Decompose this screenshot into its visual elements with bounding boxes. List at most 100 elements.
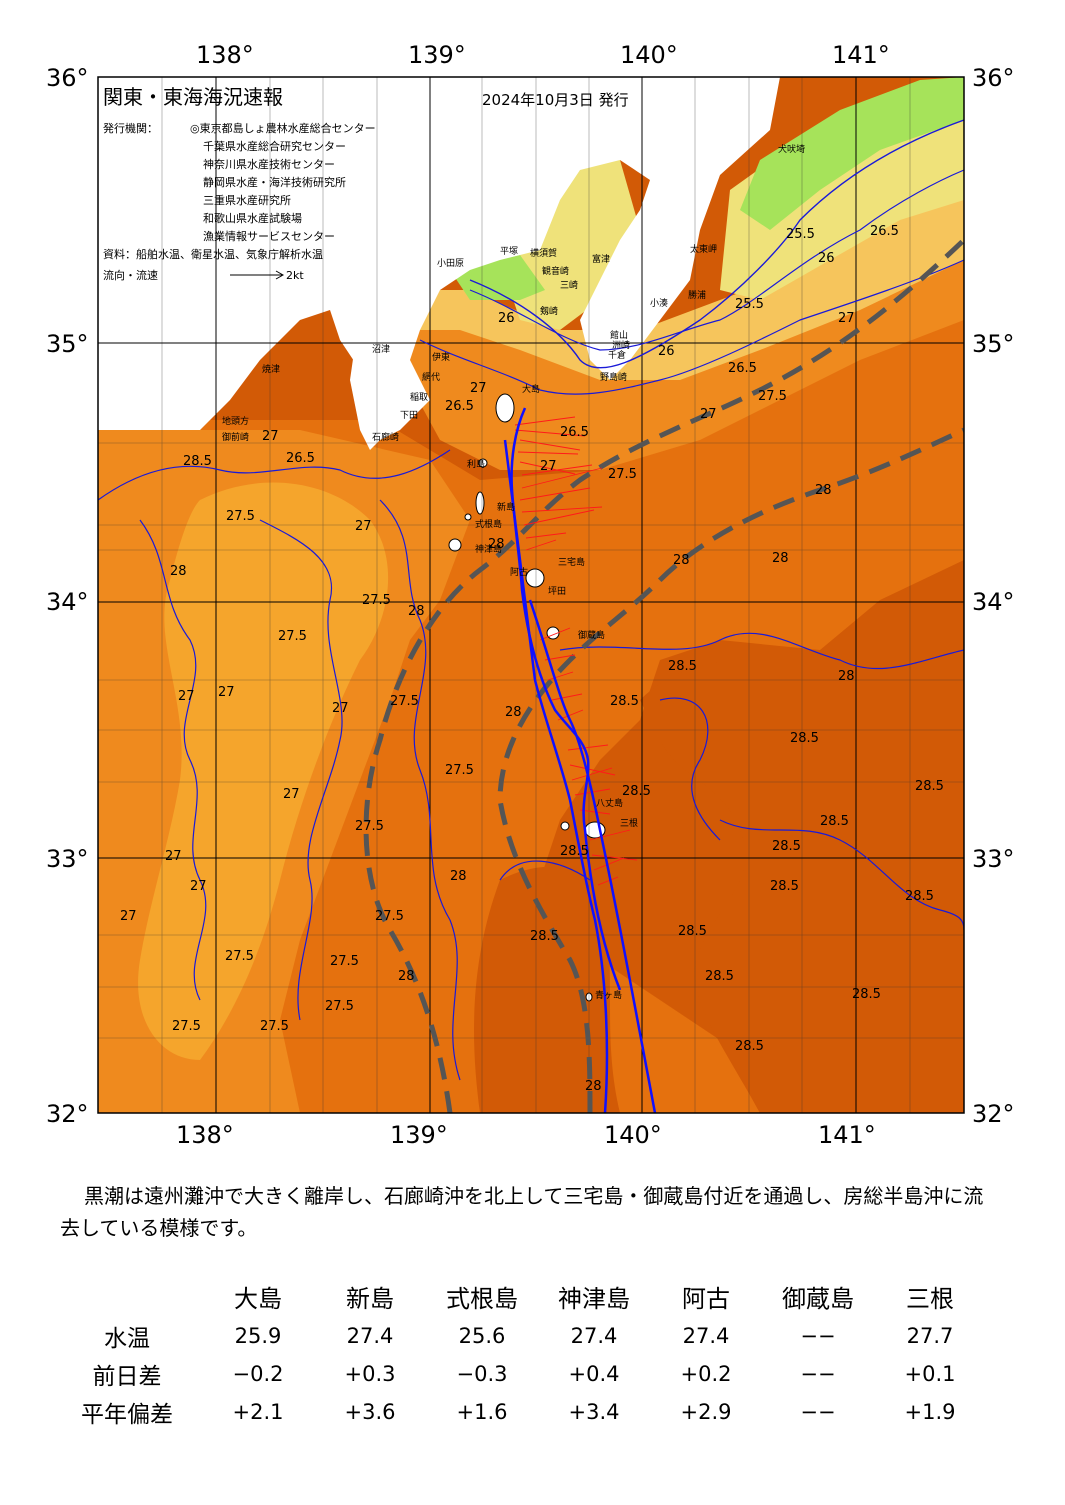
- arrow-head-icon: [275, 270, 285, 280]
- iso-label: 28.5: [678, 924, 707, 939]
- iso-label: 28.5: [905, 889, 934, 904]
- column-header: 御蔵島: [782, 1284, 854, 1313]
- lat-label: 35°: [46, 330, 89, 358]
- iso-label: 27.5: [445, 763, 474, 778]
- table-cell: +3.6: [344, 1400, 396, 1424]
- iso-label: 28.5: [705, 969, 734, 984]
- table-header-row: 大島 新島 式根島 神津島 阿古 御蔵島 三根: [52, 1275, 986, 1317]
- data-source: 資料：船舶水温、衛星水温、気象庁解析水温: [103, 247, 323, 261]
- issuer-3: 静岡県水産・海洋技術研究所: [203, 175, 346, 189]
- issuer-5: 和歌山県水産試験場: [203, 211, 302, 225]
- iso-label: 27.5: [362, 593, 391, 608]
- iso-label: 28.5: [770, 879, 799, 894]
- iso-label: 27.5: [390, 694, 419, 709]
- iso-label: 27.5: [608, 467, 637, 482]
- table-row: 水温 25.9 27.4 25.6 27.4 27.4 −− 27.7: [52, 1317, 986, 1355]
- iso-label: 28.5: [530, 929, 559, 944]
- iso-label: 28: [838, 669, 855, 684]
- iso-label: 28: [815, 483, 832, 498]
- place-label: 小田原: [437, 258, 464, 269]
- iso-label: 28: [398, 969, 415, 984]
- lat-label: 34°: [46, 588, 89, 616]
- place-label: 利島: [467, 458, 485, 470]
- place-label: 稲取: [410, 391, 428, 403]
- iso-label: 27: [540, 459, 557, 474]
- current-vectors: [514, 416, 638, 886]
- iso-label: 27: [355, 519, 372, 534]
- place-label: 青ヶ島: [595, 989, 622, 1001]
- lat-label: 34°: [972, 588, 1015, 616]
- issuer-label: 発行機関：: [103, 121, 158, 135]
- iso-label: 26: [498, 311, 515, 326]
- iso-label: 27.5: [758, 389, 787, 404]
- table-cell: 27.4: [570, 1324, 618, 1348]
- iso-label: 27.5: [355, 819, 384, 834]
- column-header: 阿古: [682, 1284, 730, 1313]
- sea-26-5-zone: [380, 180, 964, 380]
- table-corner: [52, 1275, 202, 1317]
- iso-label: 27.5: [278, 629, 307, 644]
- place-label: 太東岬: [690, 243, 717, 255]
- place-label: 沼津: [372, 344, 390, 355]
- iso-label: 27: [120, 909, 137, 924]
- lon-label: 139°: [390, 1121, 448, 1149]
- table-cell: +0.3: [344, 1362, 396, 1386]
- kuroshio-axis: [503, 407, 657, 1113]
- iso-label: 27.5: [225, 949, 254, 964]
- place-label: 三崎: [560, 279, 578, 291]
- iso-label: 27: [178, 689, 195, 704]
- water-temperature-table: 大島 新島 式根島 神津島 阿古 御蔵島 三根 水温 25.9 27.4 25.…: [52, 1275, 986, 1431]
- iso-label: 28.5: [852, 987, 881, 1002]
- iso-label: 28.5: [668, 659, 697, 674]
- toshima-island: [478, 458, 488, 468]
- table-cell: 25.6: [458, 1324, 506, 1348]
- map-header: 関東・東海海況速報 2024年10月3日 発行 発行機関： ◎東京都島しょ農林水…: [103, 85, 629, 282]
- row-label: 平年偏差: [81, 1402, 173, 1428]
- lon-label: 139°: [408, 41, 466, 69]
- table-cell: +1.9: [904, 1400, 956, 1424]
- lat-label: 35°: [972, 330, 1015, 358]
- lat-label: 36°: [972, 64, 1015, 92]
- place-label: 下田: [400, 410, 418, 421]
- iso-label: 27: [700, 407, 717, 422]
- place-label: 阿古: [510, 566, 528, 578]
- issuer-0: ◎東京都島しょ農林水産総合センター: [190, 121, 376, 135]
- lat-labels-left: 36° 35° 34° 33° 32°: [46, 64, 89, 1128]
- place-label: 犬吠埼: [778, 143, 805, 155]
- flow-legend-label: 流向・流速: [103, 268, 158, 282]
- place-label: 地頭方: [222, 415, 249, 427]
- oshima-island: [495, 393, 515, 423]
- iso-label: 28.5: [560, 844, 589, 859]
- iso-label: 27.5: [226, 509, 255, 524]
- place-label: 御前崎: [222, 431, 249, 443]
- issuer-4: 三重県水産研究所: [203, 193, 291, 207]
- hachijokojima-island: [560, 821, 570, 831]
- table-cell: 27.4: [682, 1324, 730, 1348]
- table-cell: 25.9: [234, 1324, 282, 1348]
- iso-label: 28.5: [610, 694, 639, 709]
- iso-label: 28.5: [735, 1039, 764, 1054]
- place-label: 三根: [620, 817, 638, 829]
- iso-label: 25.5: [786, 227, 815, 242]
- table-cell: +2.9: [680, 1400, 732, 1424]
- coast-current-line: [469, 119, 964, 369]
- row-label: 前日差: [92, 1364, 162, 1390]
- isotherm-lines: [98, 169, 964, 1081]
- iso-label: 27.5: [375, 909, 404, 924]
- place-label: 勝浦: [688, 289, 706, 301]
- iso-label: 27: [165, 849, 182, 864]
- iso-label: 28.5: [915, 779, 944, 794]
- iso-label: 28: [505, 705, 522, 720]
- sea-27-zone: [138, 482, 389, 1061]
- iso-label: 26.5: [560, 425, 589, 440]
- sea-cold-boso: [740, 77, 964, 230]
- iso-label: 28: [408, 604, 425, 619]
- iso-label: 27: [218, 685, 235, 700]
- kozushima-island: [448, 538, 462, 552]
- iso-label: 28.5: [790, 731, 819, 746]
- sea-28-5-south: [474, 866, 620, 1113]
- lat-label: 33°: [46, 845, 89, 873]
- table-row: 前日差 −0.2 +0.3 −0.3 +0.4 +0.2 −− +0.1: [52, 1355, 986, 1393]
- lon-label: 138°: [196, 41, 254, 69]
- issue-date: 2024年10月3日 発行: [482, 91, 629, 109]
